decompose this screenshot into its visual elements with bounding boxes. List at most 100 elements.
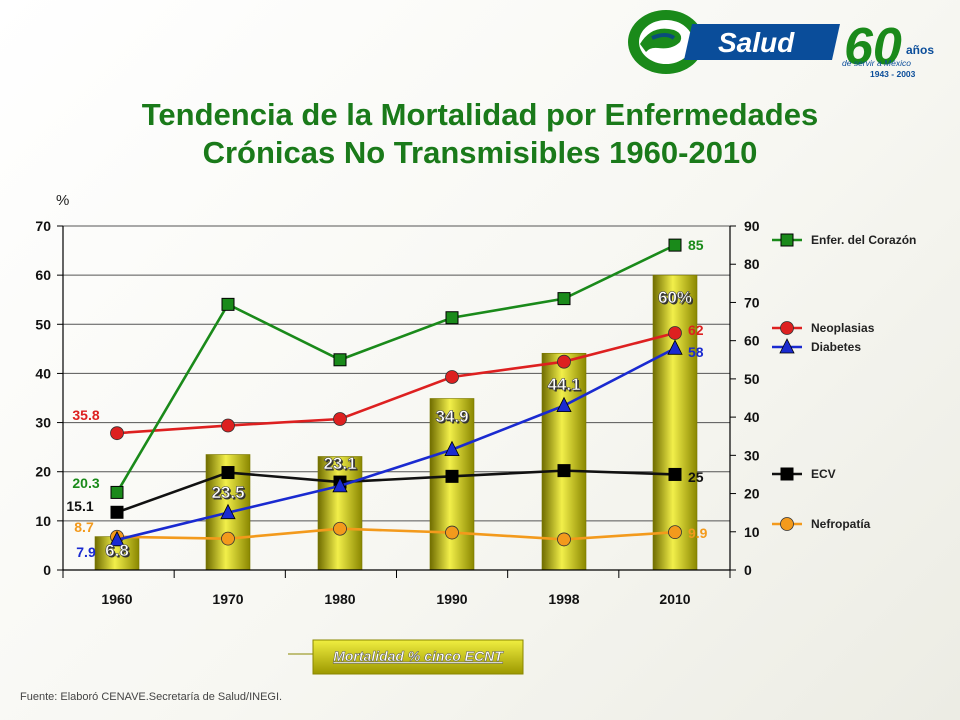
bar-label-shadow: 44.1 xyxy=(549,377,582,396)
x-tick-label-1970: 1970 xyxy=(212,591,243,607)
series-line-diabetes xyxy=(116,347,676,542)
title-line-1: Tendencia de la Mortalidad por Enfermeda… xyxy=(141,97,819,132)
bar-legend-label: Mortalidad % cinco ECNT xyxy=(333,648,504,664)
bar-label-shadow: 23.1 xyxy=(325,456,358,475)
point-nefropatia-2010 xyxy=(668,525,682,540)
start-label-diabetes: 7.9 xyxy=(76,544,96,560)
point-neoplasias-2010 xyxy=(668,326,682,340)
point-diabetes-1980 xyxy=(332,477,348,493)
point-ecv-2010 xyxy=(668,467,682,481)
logo-anos-text: años xyxy=(906,43,934,57)
salud-swirl-icon xyxy=(628,10,704,74)
legend-label-ecv: ECV xyxy=(811,467,836,481)
point-diabetes-1960 xyxy=(109,530,125,547)
point-diabetes-1998 xyxy=(556,396,572,413)
legend-marker-ecv xyxy=(780,467,794,481)
legend-label-diabetes: Diabetes xyxy=(811,340,861,354)
bar-label-shadow: 34.9 xyxy=(437,409,470,428)
right-axis-tick-label: 0 xyxy=(744,562,752,578)
point-neoplasias-1980 xyxy=(333,412,347,426)
left-axis-tick-label: 70 xyxy=(35,218,51,234)
bar-legend-swatch xyxy=(312,639,524,675)
left-axis-tick-label: 60 xyxy=(35,267,51,283)
point-diabetes-1970 xyxy=(220,503,236,520)
x-tick-label-1998: 1998 xyxy=(548,591,579,607)
x-tick-label-1990: 1990 xyxy=(436,591,467,607)
right-axis-tick-label: 60 xyxy=(744,333,760,349)
start-label-corazon: 20.3 xyxy=(72,475,99,491)
legend-marker-neoplasias xyxy=(780,321,794,335)
point-neoplasias-1960 xyxy=(110,426,124,441)
legend-marker-nefropatia xyxy=(780,517,794,531)
right-axis-tick-label: 90 xyxy=(744,218,760,234)
bar-value-label-2010: 60% xyxy=(658,288,692,307)
point-diabetes-2010 xyxy=(667,339,683,355)
point-neoplasias-1990 xyxy=(445,370,459,384)
point-neoplasias-1998 xyxy=(557,354,571,369)
point-ecv-1960 xyxy=(110,505,124,519)
bar-1980 xyxy=(317,456,363,571)
x-tick-label-2010: 2010 xyxy=(659,591,690,607)
right-axis-tick-label: 20 xyxy=(744,486,760,502)
right-axis-tick-label: 80 xyxy=(744,256,760,272)
end-label-corazon: 85 xyxy=(688,237,704,253)
point-nefropatia-1998 xyxy=(557,532,571,547)
start-label-nefropatia: 8.7 xyxy=(74,519,94,535)
x-tick-label-1960: 1960 xyxy=(101,591,132,607)
bar-value-label-1990: 34.9 xyxy=(435,407,468,426)
series-line-neoplasias xyxy=(116,331,676,435)
right-axis-tick-label: 70 xyxy=(744,294,760,310)
point-corazon-2010 xyxy=(668,238,682,252)
point-nefropatia-1980 xyxy=(333,521,347,536)
legend-label-nefropatia: Nefropatía xyxy=(811,517,871,531)
salud-60-logo: Salud 60 años de servir a México 1943 - … xyxy=(622,4,956,88)
end-label-ecv: 25 xyxy=(688,469,704,485)
logo-brand-text: Salud xyxy=(718,27,795,58)
bar-label-shadow: 60% xyxy=(659,290,693,309)
bar-label-shadow: 6.8 xyxy=(107,543,131,562)
legend-label-neoplasias: Neoplasias xyxy=(811,321,875,335)
title-line-2: Crónicas No Transmisibles 1960-2010 xyxy=(202,135,758,170)
point-corazon-1998 xyxy=(557,292,571,306)
bar-value-label-1970: 23.5 xyxy=(211,483,244,502)
point-corazon-1980 xyxy=(333,353,347,367)
end-label-neoplasias: 62 xyxy=(688,322,704,338)
point-nefropatia-1970 xyxy=(221,531,235,546)
legend-marker-diabetes xyxy=(779,338,795,354)
bar-value-label-1980: 23.1 xyxy=(323,454,356,473)
right-axis-tick-label: 50 xyxy=(744,371,760,387)
bar-label-shadow: 23.5 xyxy=(213,485,246,504)
end-label-nefropatia: 9.9 xyxy=(688,525,708,541)
left-axis-tick-label: 50 xyxy=(35,316,51,332)
legend-marker-corazon xyxy=(780,233,794,247)
right-axis-tick-label: 10 xyxy=(744,524,760,540)
end-label-diabetes: 58 xyxy=(688,344,704,360)
series-line-corazon xyxy=(115,243,676,494)
bar-value-label-1960: 6.8 xyxy=(105,541,129,560)
left-axis-tick-label: 40 xyxy=(35,365,51,381)
legend-label-corazon: Enfer. del Corazón xyxy=(811,233,916,247)
bar-value-label-1998: 44.1 xyxy=(547,375,580,394)
point-nefropatia-1990 xyxy=(445,525,459,540)
start-label-ecv: 15.1 xyxy=(66,498,93,514)
left-axis-tick-label: 20 xyxy=(35,464,51,480)
bar-1990 xyxy=(429,398,475,571)
right-axis-tick-label: 30 xyxy=(744,447,760,463)
bar-2010 xyxy=(652,274,698,571)
point-corazon-1960 xyxy=(110,485,124,499)
point-corazon-1990 xyxy=(445,311,459,325)
point-ecv-1970 xyxy=(221,466,235,480)
point-ecv-1990 xyxy=(445,469,459,483)
start-label-neoplasias: 35.8 xyxy=(72,407,99,423)
right-axis-tick-label: 40 xyxy=(744,409,760,425)
point-ecv-1998 xyxy=(557,464,571,478)
logo-60-text: 60 xyxy=(844,18,902,76)
chart-title: Tendencia de la Mortalidad por Enfermeda… xyxy=(60,96,900,172)
point-diabetes-1990 xyxy=(444,440,460,457)
left-axis-tick-label: 30 xyxy=(35,415,51,431)
left-axis-unit-label: % xyxy=(56,192,69,209)
point-neoplasias-1970 xyxy=(221,418,235,433)
left-axis-tick-label: 0 xyxy=(43,562,51,578)
salud-banner xyxy=(684,24,840,60)
